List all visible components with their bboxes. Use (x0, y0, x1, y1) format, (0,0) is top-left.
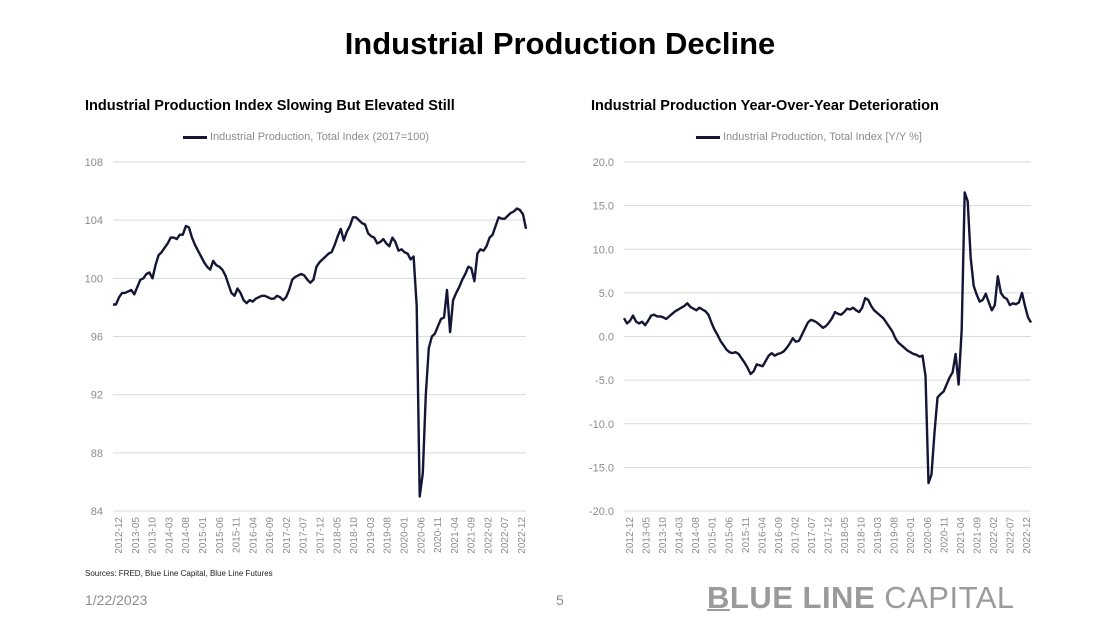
chart1-xtick-label: 2014-08 (181, 517, 192, 554)
chart1-xtick-label: 2015-11 (232, 517, 243, 553)
chart2-xtick-label: 2020-06 (923, 517, 934, 554)
brand-logo: BLUE LINE CAPITAL (707, 580, 1015, 615)
chart1-xtick-label: 2017-12 (316, 517, 327, 554)
chart1-xtick-label: 2020-11 (433, 517, 444, 553)
chart1-series-line (113, 207, 528, 498)
chart2-xtick-label: 2018-10 (857, 517, 868, 554)
chart2-xtick-label: 2022-07 (1005, 517, 1016, 554)
chart2-series-line (622, 191, 1033, 485)
chart2-xtick-label: 2014-08 (691, 517, 702, 554)
chart2-ytick-label: -15.0 (589, 462, 614, 474)
chart1-ytick-label: 96 (91, 332, 103, 344)
chart2-xtick-label: 2017-02 (790, 517, 801, 554)
chart1-xtick-label: 2019-03 (366, 517, 377, 554)
chart2-xtick-label: 2016-04 (757, 517, 768, 554)
chart2-xtick-label: 2017-12 (824, 517, 835, 554)
chart1-ytick-label: 104 (85, 215, 103, 227)
chart1-legend-swatch (183, 135, 207, 139)
chart1-ytick-label: 108 (85, 157, 103, 169)
chart2-ytick-label: -5.0 (595, 375, 614, 387)
chart1-xtick-label: 2022-07 (500, 517, 511, 554)
chart1-xtick-label: 2016-09 (265, 517, 276, 554)
chart2-ytick-label: 20.0 (593, 157, 614, 169)
chart1-xtick-label: 2022-12 (517, 517, 528, 554)
chart1-xtick-label: 2021-04 (450, 517, 461, 554)
slide-title: Industrial Production Decline (344, 26, 776, 61)
chart2-ytick-label: 5.0 (599, 288, 614, 300)
chart2-xtick-label: 2013-10 (658, 517, 669, 554)
page-number: 5 (556, 592, 564, 608)
chart1-xtick-label: 2014-03 (164, 517, 175, 554)
chart1-xtick-label: 2013-05 (131, 517, 142, 554)
chart1-xtick-label: 2020-01 (399, 517, 410, 554)
chart2-xtick-label: 2015-01 (708, 517, 719, 554)
chart1-title: Industrial Production Index Slowing But … (85, 98, 455, 114)
chart1-ytick-label: 84 (91, 506, 103, 518)
chart1-legend: Industrial Production, Total Index (2017… (183, 131, 429, 143)
chart2-xtick-label: 2019-08 (890, 517, 901, 554)
chart2-xtick-label: 2013-05 (642, 517, 653, 554)
chart2-xtick-label: 2014-03 (675, 517, 686, 554)
chart2-xtick-label: 2012-12 (625, 517, 636, 554)
chart1-xtick-label: 2015-06 (215, 517, 226, 554)
chart1-xtick-label: 2020-06 (416, 517, 427, 554)
chart1-xtick-label: 2018-05 (332, 517, 343, 554)
chart2-xtick-label: 2018-05 (840, 517, 851, 554)
chart2-xtick-label: 2020-01 (906, 517, 917, 554)
chart1-xtick-label: 2018-10 (349, 517, 360, 554)
chart1-xtick-label: 2017-02 (282, 517, 293, 554)
chart2-xtick-label: 2017-07 (807, 517, 818, 554)
chart2-xtick-label: 2021-04 (956, 517, 967, 554)
chart1-xtick-label: 2019-08 (383, 517, 394, 554)
chart1-xtick-label: 2017-07 (299, 517, 310, 554)
chart1-ytick-label: 92 (91, 390, 103, 402)
chart1-ytick-label: 88 (91, 448, 103, 460)
chart2-ytick-label: -10.0 (589, 419, 614, 431)
chart2-xtick-label: 2022-02 (989, 517, 1000, 554)
chart1-xtick-label: 2021-09 (467, 517, 478, 554)
chart2-legend: Industrial Production, Total Index [Y/Y … (696, 131, 922, 143)
slide-date: 1/22/2023 (85, 592, 148, 608)
chart1-xtick-label: 2015-01 (198, 517, 209, 554)
chart2-xtick-label: 2015-06 (724, 517, 735, 554)
chart2-ytick-label: 10.0 (593, 244, 614, 256)
chart2-ytick-label: 0.0 (599, 332, 614, 344)
chart2-xtick-label: 2019-03 (873, 517, 884, 554)
chart2-xtick-label: 2022-12 (1022, 517, 1033, 554)
chart2-xtick-label: 2021-09 (972, 517, 983, 554)
chart1-xtick-label: 2016-04 (248, 517, 259, 554)
chart2-ytick-label: 15.0 (593, 201, 614, 213)
chart1-xtick-label: 2022-02 (483, 517, 494, 554)
chart1-ytick-label: 100 (85, 273, 103, 285)
chart1-xtick-label: 2013-10 (148, 517, 159, 554)
chart2-xtick-label: 2015-11 (741, 517, 752, 553)
chart1-legend-label: Industrial Production, Total Index (2017… (210, 131, 430, 143)
chart2-xtick-label: 2016-09 (774, 517, 785, 554)
chart1-xtick-label: 2012-12 (114, 517, 125, 554)
sources-note: Sources: FRED, Blue Line Capital, Blue L… (85, 569, 273, 578)
chart2-legend-label: Industrial Production, Total Index [Y/Y … (723, 131, 922, 143)
chart2-xtick-label: 2020-11 (939, 517, 950, 553)
chart2-ytick-label: -20.0 (589, 506, 614, 518)
chart2-legend-swatch (696, 135, 720, 139)
chart2-title: Industrial Production Year-Over-Year Det… (591, 98, 939, 114)
